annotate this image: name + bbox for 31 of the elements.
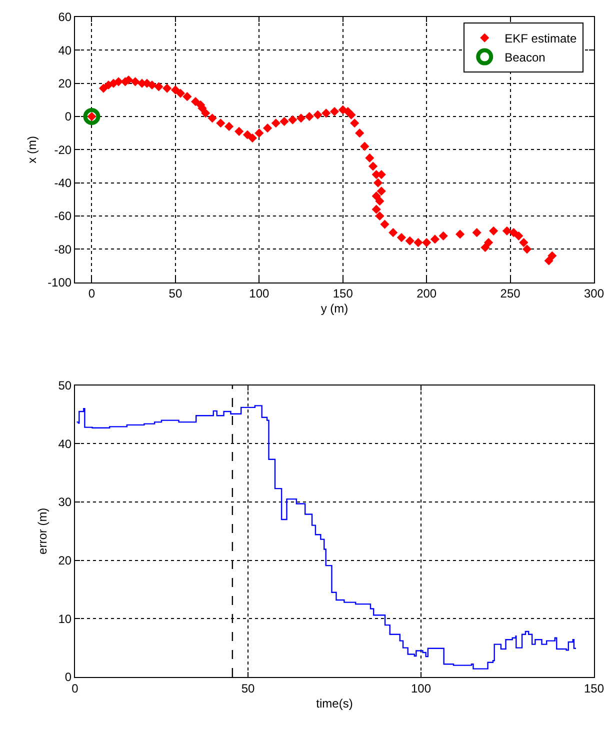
- x-tick-label: 300: [584, 286, 604, 301]
- y-tick-label: 20: [58, 554, 72, 568]
- x-tick-label: 50: [241, 681, 255, 696]
- y-tick-label: 40: [58, 436, 72, 451]
- y-tick-label: 50: [58, 378, 72, 392]
- y-tick-label: 10: [58, 612, 72, 626]
- x-axis-title: time(s): [316, 696, 353, 710]
- x-axis-title: y (m): [320, 302, 348, 316]
- y-tick-label: -100: [48, 276, 72, 290]
- y-axis-title: x (m): [24, 136, 39, 164]
- legend-label: EKF estimate: [504, 31, 577, 46]
- x-tick-label: 200: [416, 286, 437, 301]
- y-tick-label: -80: [54, 242, 72, 256]
- y-tick-label: 60: [58, 10, 72, 24]
- y-tick-label: 40: [58, 43, 72, 58]
- y-tick-label: -60: [54, 209, 72, 224]
- x-tick-label: 100: [410, 681, 432, 696]
- legend-label: Beacon: [504, 50, 546, 64]
- x-tick-label: 150: [332, 286, 354, 301]
- x-tick-label: 0: [88, 286, 96, 301]
- y-tick-label: -20: [54, 142, 72, 157]
- x-tick-label: 250: [500, 286, 521, 301]
- y-tick-label: 20: [58, 76, 72, 91]
- x-tick-label: 150: [584, 681, 604, 696]
- y-axis-title: error (m): [36, 508, 50, 554]
- x-tick-label: 100: [249, 286, 270, 301]
- y-tick-label: -40: [54, 176, 72, 190]
- y-tick-label: 0: [64, 670, 72, 684]
- x-tick-label: 50: [168, 286, 182, 301]
- y-tick-label: 0: [64, 110, 72, 124]
- y-tick-label: 30: [58, 495, 72, 510]
